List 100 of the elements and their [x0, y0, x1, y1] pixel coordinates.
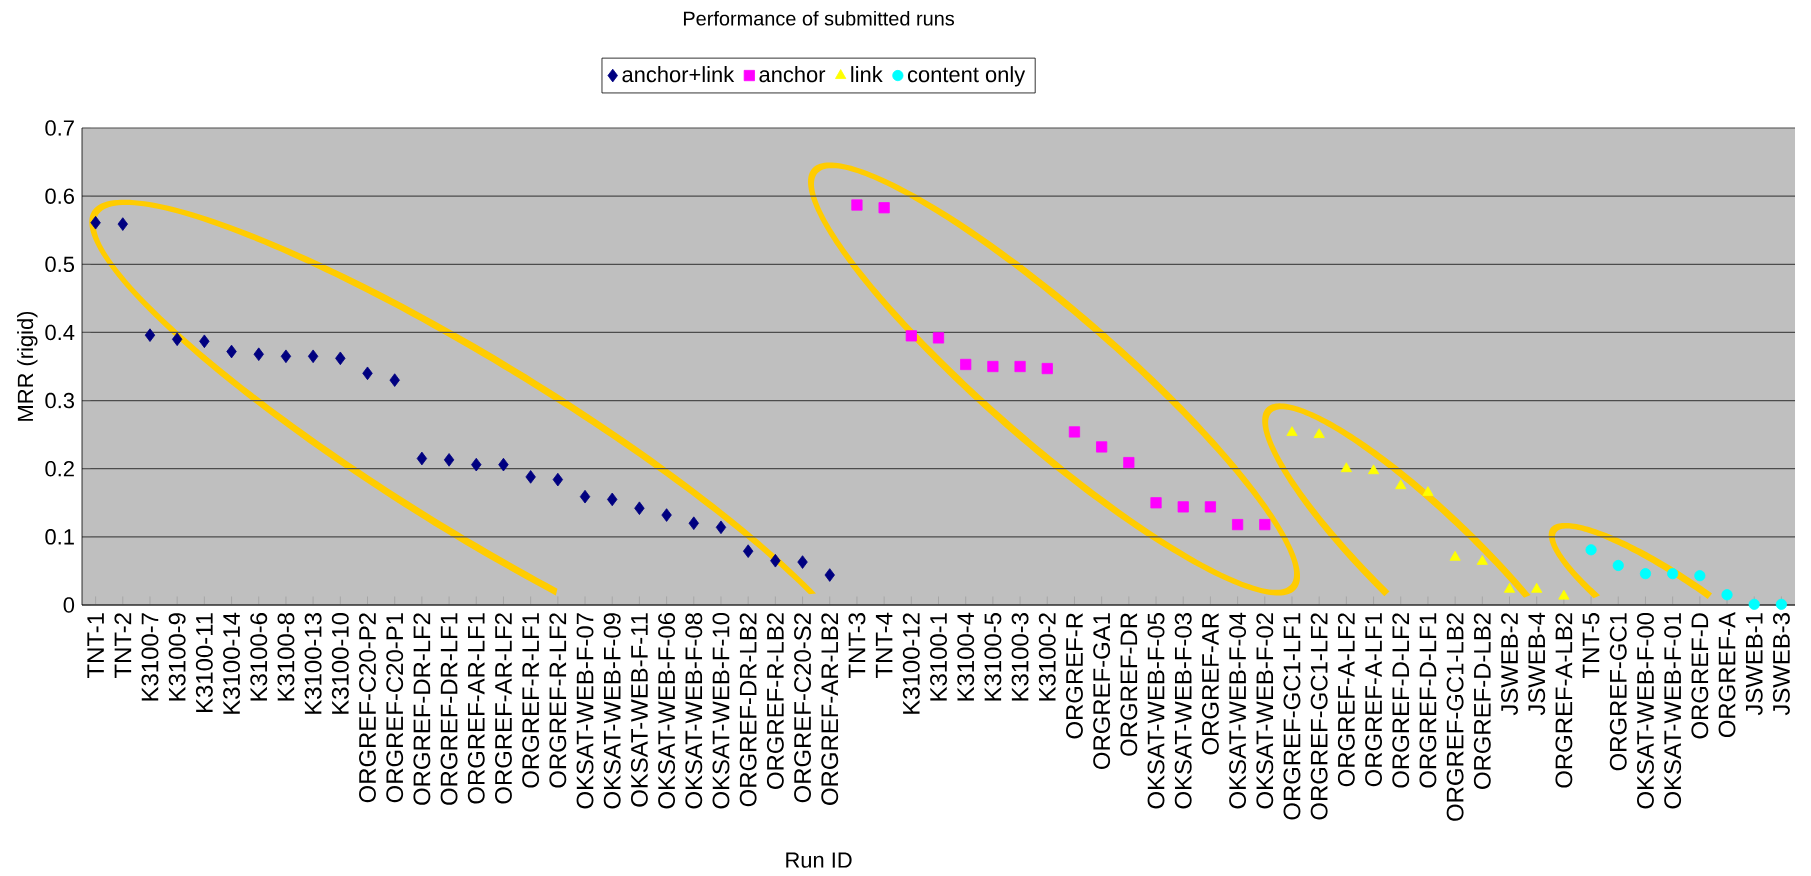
x-tick-label: OKSAT-WEB-F-06	[658, 613, 676, 809]
x-tick-label: K3100-10	[331, 612, 349, 714]
point	[117, 217, 128, 231]
x-tick-label: OKSAT-WEB-F-07	[576, 613, 594, 809]
legend-label: anchor	[759, 66, 826, 83]
point	[1340, 462, 1352, 473]
x-tick-label: ORGREF-R-LB2	[766, 613, 784, 789]
x-tick-label: ORGREF-AR	[1201, 613, 1219, 755]
point	[498, 457, 509, 472]
x-tick-label: ORGREF-AR-LB2	[821, 613, 839, 805]
chart-title: Performance of submitted runs	[683, 10, 955, 26]
point	[1503, 582, 1516, 593]
x-tick-label: ORGREF-D	[1691, 613, 1709, 739]
x-tick-label: ORGREF-GA1	[1093, 613, 1111, 770]
x-tick-label: ORGREF-DR-LB2	[739, 613, 757, 807]
x-tick-label: TNT-3	[848, 613, 866, 678]
y-tick-label: 0.2	[45, 460, 74, 477]
x-tick-label: ORGREF-R-LF1	[522, 613, 540, 788]
x-tick-label: K3100-12	[902, 613, 920, 714]
x-tick-label: OKSAT-WEB-F-09	[603, 613, 621, 809]
point	[1395, 479, 1407, 490]
x-tick-label: OKSAT-WEB-F-05	[1147, 613, 1165, 809]
point	[607, 492, 618, 507]
y-tick-label: 0.3	[45, 392, 74, 409]
x-tick-label: OKSAT-WEB-F-08	[685, 613, 703, 809]
point	[525, 470, 536, 484]
point	[1667, 568, 1679, 580]
point	[1096, 441, 1108, 453]
x-tick-label: K3100-3	[1011, 613, 1029, 701]
x-tick-label: ORGREF-GC1-LB2	[1446, 613, 1464, 821]
x-tick-label: K3100-8	[277, 613, 295, 701]
x-tick-label: ORGREF-D-LB2	[1473, 613, 1491, 789]
point	[797, 555, 808, 569]
x-tick-label: ORGREF-C20-P1	[386, 613, 404, 803]
point	[1612, 559, 1624, 572]
y-tick-label: 0.7	[45, 120, 74, 136]
point	[579, 489, 591, 504]
x-tick-label: K3100-7	[141, 613, 159, 701]
x-tick-label: TNT-2	[114, 613, 132, 678]
x-tick-label: OKSAT-WEB-F-02	[1256, 613, 1274, 809]
point	[144, 328, 156, 342]
point	[1558, 589, 1570, 600]
x-tick-label: ORGREF-R	[1066, 613, 1083, 739]
point	[1639, 568, 1652, 580]
x-tick-label: OKSAT-WEB-F-10	[712, 612, 730, 809]
point	[824, 568, 835, 582]
x-tick-label: OKSAT-WEB-F-00	[1637, 612, 1654, 809]
point	[335, 351, 346, 366]
point	[416, 451, 428, 466]
point	[878, 202, 890, 214]
x-tick-label: OKSAT-WEB-F-11	[630, 613, 648, 807]
point	[1123, 457, 1135, 469]
point	[688, 516, 699, 531]
x-tick-label: ORGREF-GC1-LF1	[1283, 613, 1301, 820]
x-tick-label: JSWEB-3	[1772, 613, 1790, 716]
point	[1150, 497, 1162, 509]
point	[1068, 426, 1081, 438]
point	[1313, 428, 1325, 439]
x-tick-label: ORGREF-A-LB2	[1555, 613, 1573, 788]
point	[1449, 550, 1461, 561]
point	[199, 334, 210, 349]
point	[307, 349, 319, 364]
point	[253, 347, 264, 362]
x-tick-label: TNT-1	[87, 613, 104, 678]
point	[1694, 570, 1706, 582]
point	[987, 360, 999, 373]
x-tick-label: K3100-11	[195, 613, 213, 712]
point	[932, 332, 945, 344]
x-tick-label: ORGREF-GC1-LF2	[1310, 613, 1328, 820]
x-tick-label: JSWEB-2	[1501, 613, 1518, 716]
point	[1748, 598, 1760, 610]
x-tick-label: K3100-4	[957, 612, 975, 701]
x-tick-label: JSWEB-4	[1528, 612, 1546, 716]
x-tick-label: JSWEB-1	[1745, 613, 1763, 716]
x-tick-label: ORGREF-C20-S2	[794, 613, 811, 803]
point	[362, 366, 373, 381]
point	[226, 344, 237, 359]
point	[1014, 360, 1026, 373]
x-tick-label: K3100-1	[930, 613, 947, 701]
point	[1422, 486, 1434, 496]
point	[905, 330, 917, 342]
point	[389, 373, 400, 387]
point	[770, 553, 781, 568]
point	[742, 544, 754, 558]
x-tick-label: ORGREF-D-LF2	[1392, 613, 1410, 788]
y-axis-title: MRR (rigid)	[17, 311, 38, 421]
point	[661, 508, 672, 522]
point	[1585, 544, 1597, 556]
x-tick-label: ORGREF-DR-LF1	[440, 613, 458, 805]
x-tick-label: ORGREF-AR-LF2	[495, 613, 512, 804]
x-tick-label: K3100-14	[223, 612, 240, 714]
x-tick-label: OKSAT-WEB-F-01	[1664, 613, 1682, 809]
point	[1721, 589, 1733, 601]
x-tick-label: K3100-2	[1038, 613, 1056, 701]
point	[1476, 555, 1488, 565]
x-tick-label: ORGREF-A	[1718, 612, 1736, 738]
y-tick-label: 0.4	[45, 324, 75, 341]
x-tick-label: K3100-5	[984, 613, 1002, 701]
y-tick-label: 0	[63, 597, 75, 613]
x-tick-label: ORGREF-A-LF1	[1365, 613, 1382, 787]
